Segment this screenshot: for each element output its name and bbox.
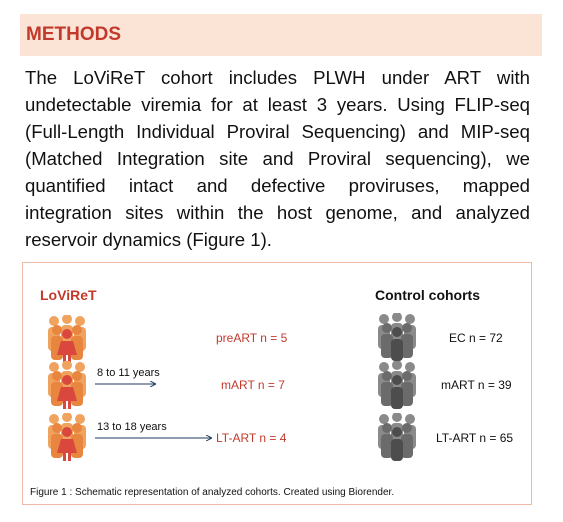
people-icon	[48, 315, 86, 363]
header-title: METHODS	[26, 24, 121, 45]
header: METHODS	[20, 14, 542, 56]
people-icon	[378, 413, 416, 461]
group-label: EC n = 72	[449, 331, 503, 345]
figure: LoViReT Control cohorts preART n = 5 mAR…	[22, 262, 532, 505]
people-icon	[378, 313, 416, 361]
figure-graphics	[48, 313, 416, 461]
group-label: LT-ART n = 65	[436, 431, 514, 445]
group-label: LT-ART n = 4	[216, 431, 287, 445]
people-icon	[378, 361, 416, 409]
left-title: LoViReT	[40, 287, 97, 303]
group-label: mART n = 7	[221, 378, 285, 392]
people-icon	[48, 413, 86, 461]
group-label: preART n = 5	[216, 331, 288, 345]
people-icon	[48, 361, 86, 409]
right-title: Control cohorts	[375, 287, 480, 303]
caption: Figure 1 : Schematic representation of a…	[30, 487, 395, 498]
group-label: mART n = 39	[441, 378, 512, 392]
arrow-label: 8 to 11 years	[97, 367, 160, 379]
paragraph: The LoViReT cohort includes PLWH under A…	[25, 67, 530, 250]
arrow-label: 13 to 18 years	[97, 421, 167, 433]
